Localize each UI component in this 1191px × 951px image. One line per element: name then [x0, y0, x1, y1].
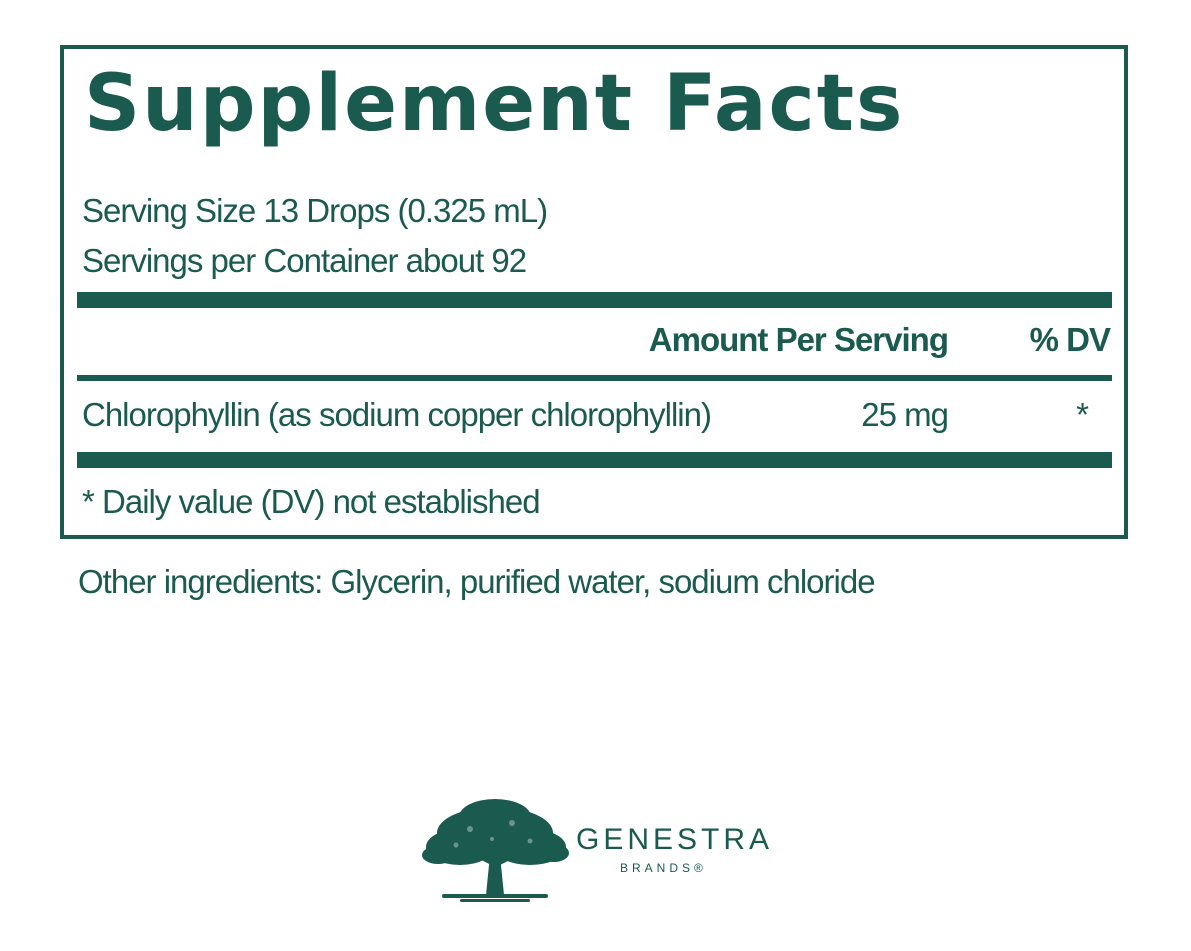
serving-size: Serving Size 13 Drops (0.325 mL) — [82, 192, 548, 229]
servings-per-container: Servings per Container about 92 — [82, 242, 527, 279]
panel-title: Supplement Facts — [84, 59, 905, 149]
ingredient-name: Chlorophyllin (as sodium copper chloroph… — [82, 396, 712, 433]
ingredient-dv: * — [1076, 396, 1089, 433]
thick-divider-bottom — [77, 452, 1112, 468]
tree-icon — [422, 799, 569, 902]
brand-subtitle: BRANDS® — [620, 861, 707, 875]
thick-divider-top — [77, 292, 1112, 308]
percent-dv-header: % DV — [1029, 321, 1111, 358]
amount-per-serving-header: Amount Per Serving — [648, 321, 949, 358]
thin-divider — [77, 375, 1112, 381]
ingredient-amount: 25 mg — [861, 396, 949, 433]
brand-logo: GENESTRA BRANDS® — [420, 795, 780, 910]
supplement-facts-panel: Supplement Facts Serving Size 13 Drops (… — [60, 45, 1128, 539]
brand-name: GENESTRA — [576, 823, 774, 856]
footnote: * Daily value (DV) not established — [82, 483, 541, 520]
other-ingredients: Other ingredients: Glycerin, purified wa… — [78, 563, 876, 600]
